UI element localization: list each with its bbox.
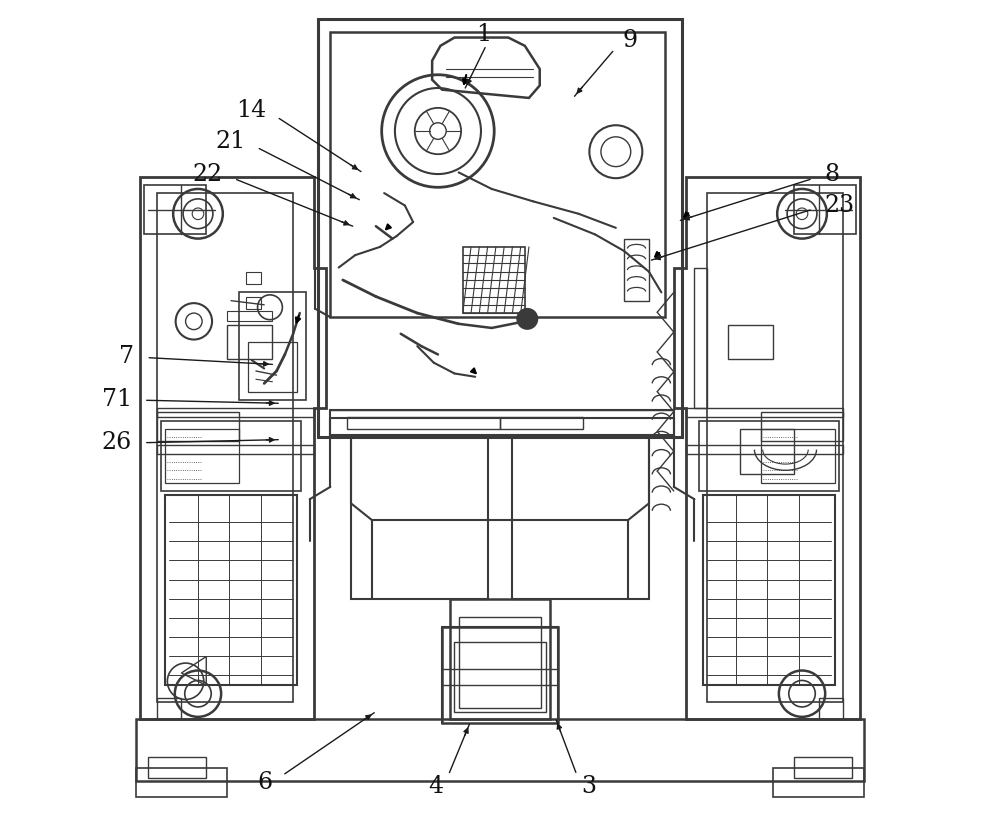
Bar — [761, 429, 835, 482]
Bar — [136, 768, 227, 797]
Bar — [246, 272, 261, 284]
Bar — [442, 627, 558, 723]
Bar — [459, 616, 541, 708]
Text: 6: 6 — [257, 771, 272, 794]
Circle shape — [517, 309, 537, 329]
Text: 23: 23 — [824, 194, 854, 217]
Bar — [703, 495, 835, 686]
Bar — [227, 326, 272, 358]
Bar — [144, 185, 206, 234]
Bar — [157, 193, 293, 702]
Bar — [512, 437, 649, 599]
Bar — [157, 408, 314, 416]
Text: 9: 9 — [622, 28, 638, 52]
Bar — [351, 437, 488, 599]
Bar — [246, 297, 261, 309]
Bar — [761, 412, 843, 441]
Bar — [227, 312, 272, 322]
Bar — [136, 719, 864, 781]
Bar — [330, 32, 665, 317]
Bar — [794, 185, 856, 234]
Bar — [699, 421, 839, 491]
Bar — [740, 429, 794, 475]
Text: 4: 4 — [429, 775, 444, 798]
Bar — [161, 421, 301, 491]
Bar — [157, 412, 239, 441]
Bar — [450, 599, 550, 719]
Bar — [500, 416, 583, 429]
Bar — [624, 238, 649, 301]
Bar — [157, 446, 314, 454]
Bar — [347, 416, 500, 429]
Bar — [686, 408, 843, 416]
Text: 7: 7 — [119, 346, 134, 368]
Bar — [248, 342, 297, 392]
Text: 1: 1 — [477, 22, 492, 46]
Bar — [157, 698, 181, 719]
Bar — [686, 446, 843, 454]
Bar — [794, 757, 852, 778]
Bar — [165, 429, 239, 482]
Bar — [707, 193, 843, 702]
Text: 8: 8 — [824, 163, 839, 187]
Bar — [165, 495, 297, 686]
Bar — [239, 292, 306, 400]
Text: 21: 21 — [216, 130, 246, 153]
Bar — [694, 267, 707, 408]
Bar — [454, 641, 546, 712]
Bar — [318, 19, 682, 437]
Text: 22: 22 — [193, 162, 223, 186]
Text: 71: 71 — [102, 388, 132, 412]
Text: 3: 3 — [581, 775, 596, 798]
Bar — [463, 247, 525, 313]
Text: 26: 26 — [102, 431, 132, 455]
Bar — [330, 410, 674, 435]
Bar — [148, 757, 206, 778]
Bar — [773, 768, 864, 797]
Bar — [728, 326, 773, 358]
Text: 14: 14 — [236, 99, 267, 122]
Bar — [819, 698, 843, 719]
